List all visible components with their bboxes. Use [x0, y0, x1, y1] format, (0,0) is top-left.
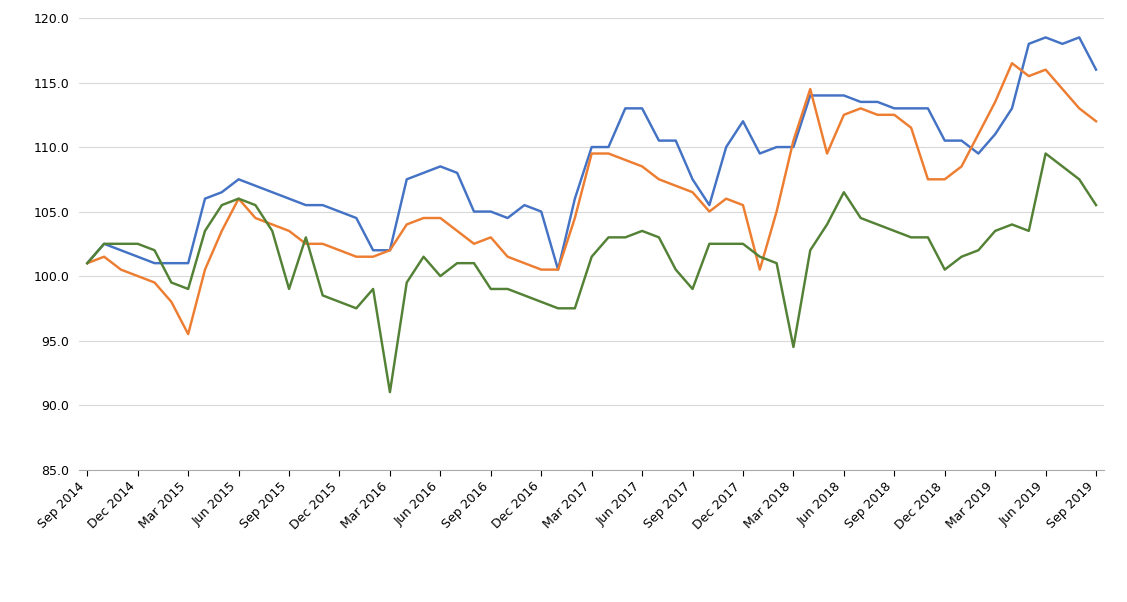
Legend: detached homes, townhomes, condos/co-ops: detached homes, townhomes, condos/co-ops: [353, 598, 831, 602]
